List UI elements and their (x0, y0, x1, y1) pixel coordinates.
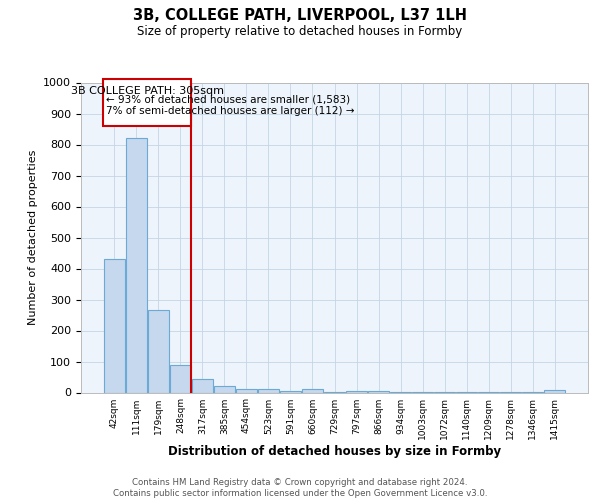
Bar (258, 390, 279, 392)
Bar (368, 391, 389, 392)
Text: Contains HM Land Registry data © Crown copyright and database right 2024.
Contai: Contains HM Land Registry data © Crown c… (113, 478, 487, 498)
Text: 3B, COLLEGE PATH, LIVERPOOL, L37 1LH: 3B, COLLEGE PATH, LIVERPOOL, L37 1LH (133, 8, 467, 22)
Y-axis label: Number of detached properties: Number of detached properties (28, 150, 38, 325)
Bar (214, 386, 235, 392)
Bar (544, 390, 565, 392)
Bar (302, 390, 323, 392)
X-axis label: Distribution of detached houses by size in Formby: Distribution of detached houses by size … (168, 445, 501, 458)
Bar (148, 310, 169, 392)
Bar (104, 259, 125, 392)
Text: ← 93% of detached houses are smaller (1,583): ← 93% of detached houses are smaller (1,… (106, 95, 350, 105)
FancyBboxPatch shape (103, 80, 191, 126)
Text: 3B COLLEGE PATH: 305sqm: 3B COLLEGE PATH: 305sqm (71, 86, 224, 96)
Text: Size of property relative to detached houses in Formby: Size of property relative to detached ho… (137, 25, 463, 38)
Text: 7% of semi-detached houses are larger (112) →: 7% of semi-detached houses are larger (1… (106, 106, 354, 116)
Bar (192, 378, 213, 392)
Bar (170, 364, 191, 392)
Bar (236, 389, 257, 392)
Bar (346, 391, 367, 392)
Bar (126, 138, 147, 392)
Bar (280, 391, 301, 392)
